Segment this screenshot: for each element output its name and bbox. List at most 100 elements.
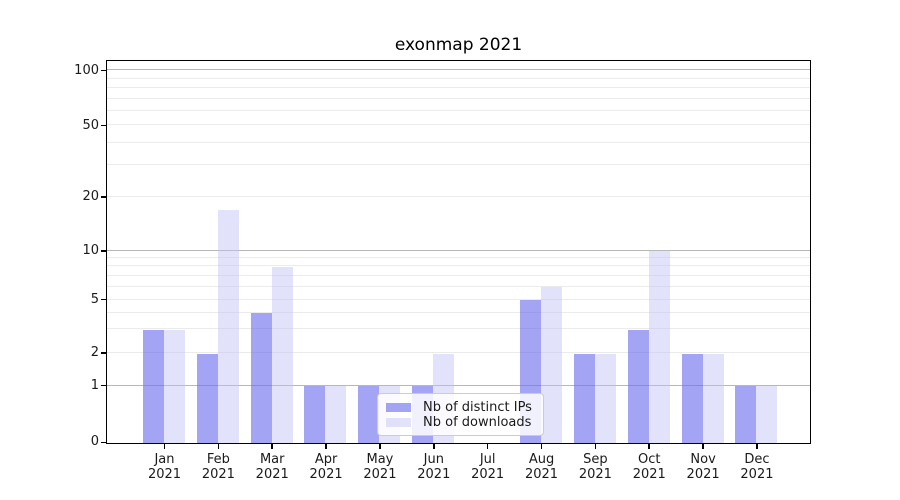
x-tick-label-mar: Mar 2021 <box>230 452 314 482</box>
gridline-minor-9 <box>107 257 810 259</box>
x-tick-year: 2021 <box>578 467 612 482</box>
x-tick-mark-nov <box>702 444 704 449</box>
x-tick-year: 2021 <box>417 467 451 482</box>
y-tick-mark-20 <box>101 196 106 198</box>
y-tick-mark-10 <box>101 250 106 252</box>
x-tick-label-feb: Feb 2021 <box>176 452 260 482</box>
legend-swatch-distinct-ips <box>386 403 411 412</box>
gridline-major-10 <box>107 249 810 251</box>
x-tick-month: Jan <box>154 452 175 467</box>
bar-distinct-ips-apr <box>304 386 326 443</box>
gridline-major-1 <box>107 384 810 386</box>
bar-distinct-ips-dec <box>735 386 757 443</box>
x-tick-month: Apr <box>314 452 338 467</box>
gridline-minor-70 <box>107 97 810 99</box>
bar-distinct-ips-jan <box>142 330 164 443</box>
bar-distinct-ips-oct <box>627 330 649 443</box>
y-tick-mark-5 <box>101 298 106 301</box>
x-tick-year: 2021 <box>471 467 505 482</box>
gridline-minor-60 <box>107 110 810 111</box>
x-tick-month: Dec <box>744 452 770 467</box>
bar-downloads-dec <box>756 386 778 443</box>
y-tick-label-100: 100 <box>74 62 99 78</box>
x-tick-year: 2021 <box>201 467 235 482</box>
gridline-minor-50 <box>107 124 810 126</box>
y-tick-mark-0 <box>101 441 106 444</box>
x-tick-mark-dec <box>756 444 758 449</box>
x-tick-month: Oct <box>637 452 661 467</box>
gridline-minor-80 <box>107 87 810 89</box>
plot-area: Nb of distinct IPs Nb of downloads <box>106 60 811 444</box>
x-tick-month: Jul <box>479 452 496 467</box>
x-tick-year: 2021 <box>147 467 182 482</box>
x-tick-month: Sep <box>583 452 608 467</box>
bar-distinct-ips-sep <box>573 353 595 443</box>
x-tick-month: Feb <box>206 452 230 467</box>
gridline-minor-8 <box>107 265 810 267</box>
x-tick-mark-apr <box>325 444 327 449</box>
bar-distinct-ips-may <box>358 386 380 443</box>
x-tick-mark-jan <box>163 444 166 449</box>
chart-title: exonmap 2021 <box>394 35 523 55</box>
y-tick-mark-50 <box>101 124 106 127</box>
x-tick-mark-jun <box>433 444 435 449</box>
legend-label-downloads: Nb of downloads <box>423 415 532 430</box>
x-tick-label-may: May 2021 <box>338 452 422 482</box>
y-tick-label-0: 0 <box>90 434 99 450</box>
gridline-minor-4 <box>107 311 810 313</box>
y-tick-mark-2 <box>101 352 106 355</box>
gridline-minor-90 <box>107 77 810 79</box>
x-tick-month: May <box>366 452 394 467</box>
gridline-minor-6 <box>107 285 810 287</box>
x-tick-month: Jun <box>423 452 444 467</box>
x-tick-month: Nov <box>690 452 716 467</box>
x-tick-month: Aug <box>528 452 555 467</box>
legend-entry-downloads: Nb of downloads <box>386 415 535 430</box>
bar-downloads-sep <box>594 353 616 443</box>
x-tick-mark-jul <box>486 444 489 449</box>
x-tick-label-apr: Apr 2021 <box>284 452 368 482</box>
legend-entry-distinct-ips: Nb of distinct IPs <box>386 400 535 415</box>
x-tick-mark-oct <box>648 444 651 449</box>
x-tick-label-jul: Jul 2021 <box>446 452 530 482</box>
gridline-minor-2 <box>107 352 810 354</box>
bar-downloads-nov <box>702 353 724 443</box>
gridline-minor-40 <box>107 141 810 143</box>
bar-distinct-ips-nov <box>681 353 703 443</box>
x-tick-year: 2021 <box>740 467 774 482</box>
bar-downloads-jan <box>163 330 185 443</box>
x-tick-label-oct: Oct 2021 <box>607 452 691 482</box>
bar-downloads-feb <box>217 210 239 443</box>
x-tick-mark-aug <box>540 444 543 449</box>
x-tick-year: 2021 <box>309 467 343 482</box>
x-tick-year: 2021 <box>524 467 559 482</box>
gridline-minor-7 <box>107 274 810 276</box>
x-tick-mark-mar <box>271 444 273 449</box>
bar-downloads-aug <box>540 287 562 443</box>
x-tick-label-jan: Jan 2021 <box>123 452 207 482</box>
y-tick-label-20: 20 <box>82 189 99 205</box>
x-tick-year: 2021 <box>363 467 397 482</box>
x-tick-year: 2021 <box>255 467 289 482</box>
y-tick-label-50: 50 <box>82 117 99 133</box>
x-tick-label-sep: Sep 2021 <box>553 452 637 482</box>
gridline-minor-3 <box>107 328 810 330</box>
y-tick-label-10: 10 <box>82 242 99 258</box>
x-tick-year: 2021 <box>632 467 666 482</box>
x-tick-label-jun: Jun 2021 <box>392 452 476 482</box>
x-tick-label-dec: Dec 2021 <box>715 452 799 482</box>
legend: Nb of distinct IPs Nb of downloads <box>377 393 544 436</box>
bar-distinct-ips-feb <box>196 353 218 443</box>
y-tick-mark-100 <box>101 69 106 72</box>
x-tick-month: Mar <box>259 452 285 467</box>
x-tick-year: 2021 <box>686 467 720 482</box>
y-tick-label-5: 5 <box>90 291 99 307</box>
bar-downloads-oct <box>648 251 670 443</box>
bar-downloads-mar <box>271 267 293 443</box>
x-tick-label-nov: Nov 2021 <box>661 452 745 482</box>
x-tick-label-aug: Aug 2021 <box>500 452 584 482</box>
bar-downloads-apr <box>325 386 347 443</box>
legend-label-distinct-ips: Nb of distinct IPs <box>423 400 532 415</box>
gridline-minor-20 <box>107 196 810 198</box>
